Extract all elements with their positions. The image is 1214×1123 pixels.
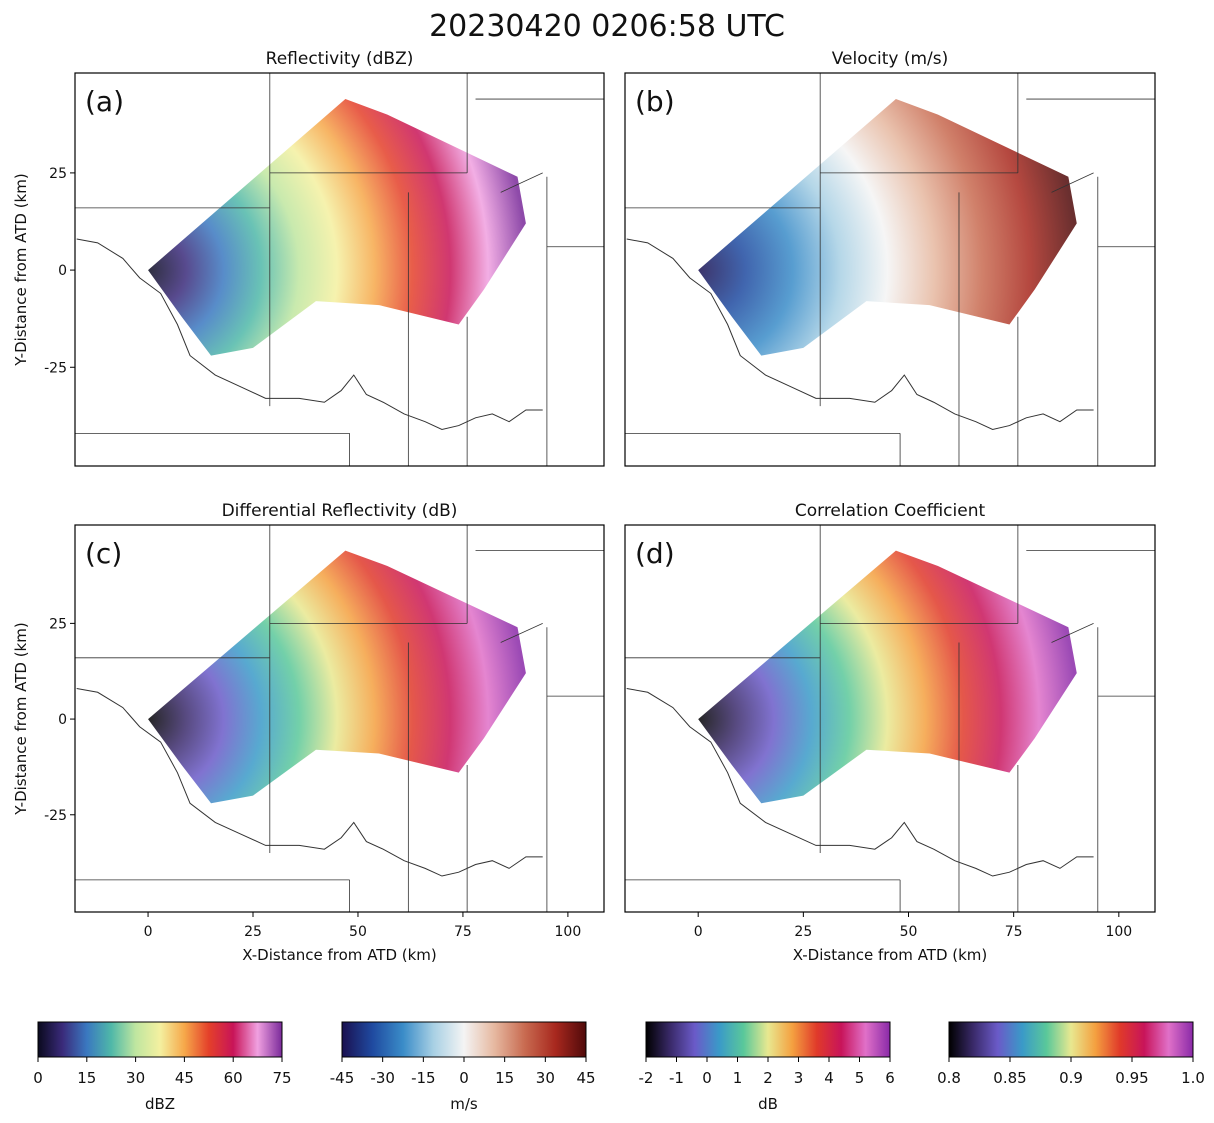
- colorbar-tick-label: 30: [536, 1069, 555, 1087]
- colorbar-tick-label: 0.9: [1059, 1069, 1083, 1087]
- y-axis-label: Y-Distance from ATD (km): [12, 622, 30, 815]
- panel: Correlation Coefficient(d)0 25 50 75 100X-Di…: [624, 501, 1205, 1087]
- colorbar-tick-label: 2: [763, 1069, 773, 1087]
- boundary: [1051, 172, 1094, 193]
- colorbar-tick-label: 45: [576, 1069, 595, 1087]
- boundary: [500, 623, 543, 643]
- colorbar-tick-label: 0: [702, 1069, 712, 1087]
- x-tick-label: 50: [900, 924, 918, 940]
- boundary: [626, 687, 1094, 877]
- colorbar-label: dB: [758, 1095, 778, 1113]
- y-tick-label: 0: [58, 712, 67, 728]
- radar-field: [148, 550, 526, 804]
- colorbar-tick-label: 0: [459, 1069, 469, 1087]
- colorbar-tick-label: 0.85: [993, 1069, 1026, 1087]
- colorbar: [948, 1021, 1194, 1058]
- radar-field: [698, 550, 1077, 804]
- colorbar-tick-label: 3: [794, 1069, 804, 1087]
- axes-frame: [624, 72, 1156, 467]
- y-tick-label: 25: [49, 616, 67, 632]
- y-axis-label: Y-Distance from ATD (km): [12, 173, 30, 366]
- panel-label: (c): [85, 537, 122, 570]
- panel-label: (a): [85, 85, 124, 118]
- axes-frame: [74, 72, 605, 467]
- boundary: [76, 687, 543, 877]
- colorbar-tick-label: -15: [411, 1069, 436, 1087]
- colorbar-label: m/s: [450, 1095, 478, 1113]
- x-tick-label: 50: [349, 924, 367, 940]
- colorbar-tick-label: 6: [885, 1069, 895, 1087]
- y-tick-label: -25: [44, 360, 67, 376]
- x-tick-label: 100: [1105, 924, 1132, 940]
- y-tick-label: 0: [58, 263, 67, 279]
- panel: Differential Reflectivity (dB)(c)-250250…: [12, 501, 895, 1113]
- axes-frame: [74, 524, 605, 913]
- colorbar-tick-label: 0: [33, 1069, 43, 1087]
- x-tick-label: 75: [454, 924, 472, 940]
- colorbar-tick-label: -30: [370, 1069, 395, 1087]
- x-tick-label: 25: [794, 924, 812, 940]
- panel-title: Reflectivity (dBZ): [266, 49, 414, 69]
- colorbar-tick-label: -1: [669, 1069, 684, 1087]
- panel: Reflectivity (dBZ) (a) -25 0 25 Y-Distance fr…: [12, 49, 605, 1113]
- colorbar-tick-label: 30: [126, 1069, 145, 1087]
- radar-field: [148, 99, 526, 356]
- x-tick-label: 0: [694, 924, 703, 940]
- colorbar-tick-label: 5: [855, 1069, 865, 1087]
- colorbar-tick-label: 45: [175, 1069, 194, 1087]
- colorbar-tick-label: 15: [77, 1069, 96, 1087]
- radar-field: [698, 99, 1077, 356]
- x-tick-label: 25: [244, 924, 262, 940]
- figure-title: 20230420 0206:58 UTC: [429, 9, 785, 44]
- x-tick-label: 100: [555, 924, 582, 940]
- x-axis-label: X-Distance from ATD (km): [793, 946, 988, 964]
- y-tick-label: -25: [44, 808, 67, 824]
- panel: Velocity (m/s)(b)-45 -30 -15 0 15 30 45m/s: [330, 49, 1156, 1113]
- colorbar-tick-label: 60: [224, 1069, 243, 1087]
- x-axis-label: X-Distance from ATD (km): [242, 946, 437, 964]
- colorbar-tick-label: 0.95: [1115, 1069, 1148, 1087]
- colorbar-tick-label: 75: [272, 1069, 291, 1087]
- colorbar-label: dBZ: [145, 1095, 175, 1113]
- boundary: [500, 172, 543, 193]
- boundary: [626, 238, 1094, 430]
- colorbar-tick-label: -45: [330, 1069, 355, 1087]
- x-tick-label: 0: [144, 924, 153, 940]
- colorbar-tick-label: -2: [639, 1069, 654, 1087]
- colorbar-tick-label: 15: [495, 1069, 514, 1087]
- panel-label: (b): [635, 85, 675, 118]
- panel-title: Correlation Coefficient: [795, 501, 986, 521]
- panel-title: Velocity (m/s): [832, 49, 949, 69]
- x-tick-label: 75: [1005, 924, 1023, 940]
- axes-frame: [624, 524, 1156, 913]
- colorbar-tick-label: 1.0: [1181, 1069, 1205, 1087]
- colorbar-tick-label: 1: [733, 1069, 743, 1087]
- colorbar-tick-label: 4: [824, 1069, 834, 1087]
- colorbar: [37, 1021, 283, 1058]
- boundary: [1051, 623, 1094, 643]
- panel-label: (d): [635, 537, 675, 570]
- colorbar: [341, 1021, 587, 1058]
- y-tick-label: 25: [49, 166, 67, 182]
- panel-title: Differential Reflectivity (dB): [222, 501, 458, 521]
- colorbar: [645, 1021, 891, 1058]
- colorbar-tick-label: 0.8: [937, 1069, 961, 1087]
- boundary: [76, 238, 543, 430]
